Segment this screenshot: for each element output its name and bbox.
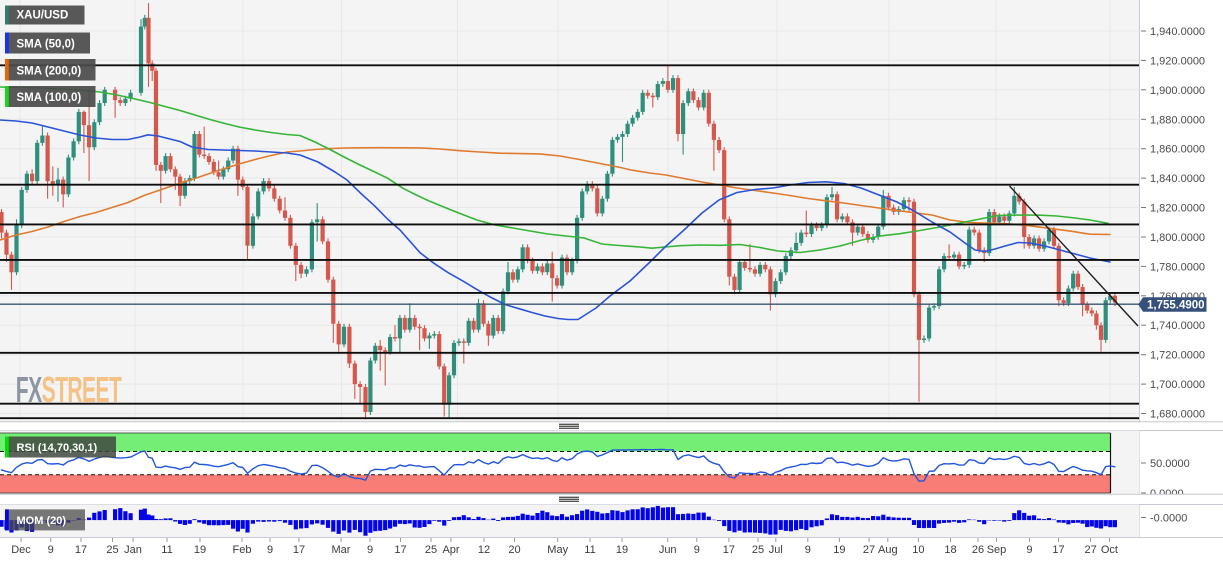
svg-text:Aug: Aug bbox=[878, 544, 898, 556]
svg-text:1,840.0000: 1,840.0000 bbox=[1150, 173, 1205, 185]
svg-text:-0.0000: -0.0000 bbox=[1150, 513, 1187, 525]
svg-text:FXSTREET: FXSTREET bbox=[16, 370, 122, 410]
svg-text:1,680.0000: 1,680.0000 bbox=[1150, 409, 1205, 421]
svg-text:27: 27 bbox=[863, 544, 875, 556]
svg-text:19: 19 bbox=[833, 544, 845, 556]
svg-text:18: 18 bbox=[944, 544, 956, 556]
svg-text:10: 10 bbox=[912, 544, 924, 556]
svg-text:9: 9 bbox=[805, 544, 811, 556]
svg-text:1,720.0000: 1,720.0000 bbox=[1150, 350, 1205, 362]
svg-text:25: 25 bbox=[106, 544, 118, 556]
svg-text:19: 19 bbox=[194, 544, 206, 556]
svg-text:1,780.0000: 1,780.0000 bbox=[1150, 261, 1205, 273]
svg-text:SMA (100,0): SMA (100,0) bbox=[17, 92, 82, 104]
svg-text:11: 11 bbox=[584, 544, 595, 556]
svg-text:SMA (200,0): SMA (200,0) bbox=[17, 66, 82, 78]
svg-text:May: May bbox=[547, 544, 568, 556]
svg-text:20: 20 bbox=[508, 544, 520, 556]
svg-text:1,800.0000: 1,800.0000 bbox=[1150, 232, 1205, 244]
svg-text:27: 27 bbox=[1084, 544, 1096, 556]
svg-text:MOM (20): MOM (20) bbox=[17, 515, 67, 527]
svg-text:17: 17 bbox=[75, 544, 87, 556]
svg-text:1,900.0000: 1,900.0000 bbox=[1150, 85, 1205, 97]
svg-text:11: 11 bbox=[161, 544, 172, 556]
svg-text:19: 19 bbox=[616, 544, 628, 556]
svg-text:9: 9 bbox=[694, 544, 700, 556]
svg-text:Sep: Sep bbox=[987, 544, 1007, 556]
svg-text:9: 9 bbox=[267, 544, 273, 556]
svg-text:SMA (50,0): SMA (50,0) bbox=[17, 39, 76, 51]
svg-text:17: 17 bbox=[293, 544, 305, 556]
svg-text:9: 9 bbox=[48, 544, 54, 556]
svg-text:25: 25 bbox=[752, 544, 764, 556]
svg-text:Dec: Dec bbox=[11, 544, 31, 556]
svg-text:Jul: Jul bbox=[769, 544, 783, 556]
svg-text:50.0000: 50.0000 bbox=[1150, 458, 1190, 470]
svg-text:17: 17 bbox=[394, 544, 406, 556]
svg-text:1,940.0000: 1,940.0000 bbox=[1150, 26, 1205, 38]
svg-text:1,880.0000: 1,880.0000 bbox=[1150, 114, 1205, 126]
svg-text:Jun: Jun bbox=[659, 544, 677, 556]
svg-text:RSI (14,70,30,1): RSI (14,70,30,1) bbox=[17, 442, 98, 454]
svg-text:9: 9 bbox=[1026, 544, 1032, 556]
svg-text:Apr: Apr bbox=[442, 544, 459, 556]
svg-text:Oct: Oct bbox=[1101, 544, 1118, 556]
svg-text:25: 25 bbox=[425, 544, 437, 556]
svg-text:26: 26 bbox=[972, 544, 984, 556]
svg-text:17: 17 bbox=[1052, 544, 1064, 556]
svg-text:1,755.4900: 1,755.4900 bbox=[1147, 300, 1205, 312]
svg-text:1,740.0000: 1,740.0000 bbox=[1150, 320, 1205, 332]
svg-text:XAU/USD: XAU/USD bbox=[17, 10, 69, 22]
svg-text:12: 12 bbox=[478, 544, 490, 556]
svg-text:17: 17 bbox=[723, 544, 735, 556]
svg-text:Jan: Jan bbox=[124, 544, 142, 556]
svg-text:1,700.0000: 1,700.0000 bbox=[1150, 379, 1205, 391]
svg-text:9: 9 bbox=[367, 544, 373, 556]
svg-text:Mar: Mar bbox=[332, 544, 351, 556]
svg-text:1,860.0000: 1,860.0000 bbox=[1150, 144, 1205, 156]
svg-text:1,920.0000: 1,920.0000 bbox=[1150, 55, 1205, 67]
svg-text:1,820.0000: 1,820.0000 bbox=[1150, 203, 1205, 215]
svg-text:Feb: Feb bbox=[233, 544, 252, 556]
